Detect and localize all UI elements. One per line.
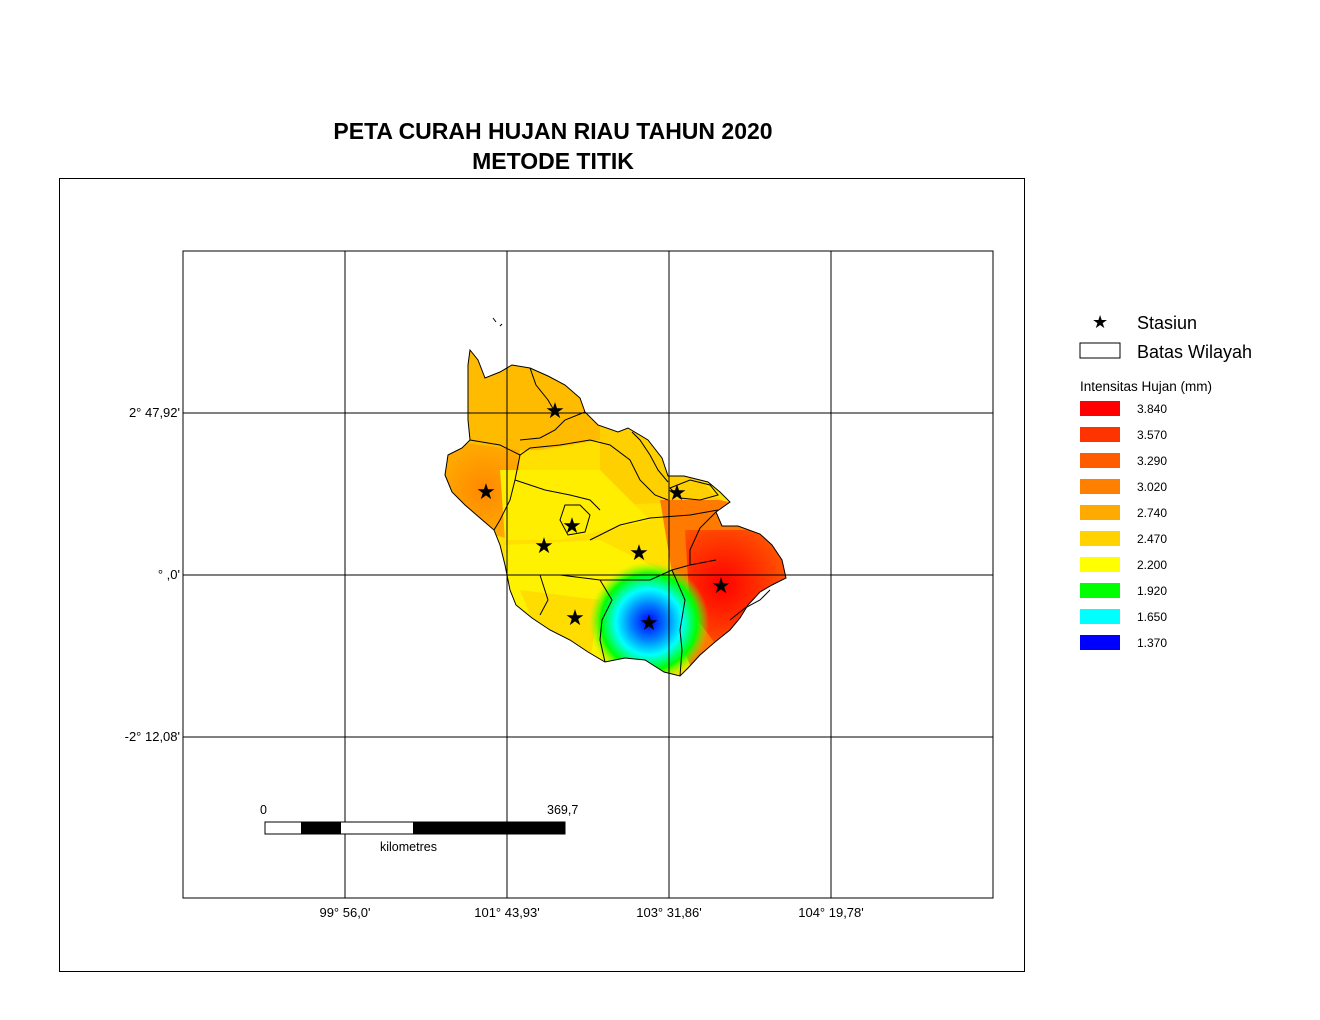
legend-swatch <box>1080 583 1120 598</box>
scale-bar <box>264 821 566 835</box>
legend-swatch-label: 3.020 <box>1137 480 1168 494</box>
station-marker: ★ <box>639 611 659 636</box>
lat-label-south: -2° 12,08' <box>124 729 180 744</box>
station-markers: ★ ★ ★ ★ ★ ★ ★ ★ ★ <box>476 399 731 636</box>
station-marker: ★ <box>534 534 554 559</box>
legend-swatch-label: 2.200 <box>1137 558 1168 572</box>
station-legend-icon: ★ <box>1092 312 1109 332</box>
legend-swatch <box>1080 609 1120 624</box>
boundary-symbol <box>1079 342 1121 359</box>
map-title: PETA CURAH HUJAN RIAU TAHUN 2020 <box>333 118 773 144</box>
lat-label-equator: ° ,0' <box>157 567 180 582</box>
station-marker: ★ <box>629 541 649 566</box>
scale-unit-label: kilometres <box>380 840 437 854</box>
station-marker: ★ <box>476 480 496 505</box>
legend-swatch <box>1080 531 1120 546</box>
station-marker: ★ <box>565 606 585 631</box>
legend-swatch-label: 1.370 <box>1137 636 1168 650</box>
legend-intensity-title: Intensitas Hujan (mm) <box>1080 379 1213 394</box>
legend-station-label: Stasiun <box>1137 313 1198 333</box>
legend-swatch-label: 1.920 <box>1137 584 1168 598</box>
legend-swatch <box>1080 427 1120 442</box>
scale-end-label: 369,7 <box>547 803 579 817</box>
station-marker: ★ <box>562 514 582 539</box>
legend-swatch <box>1080 453 1120 468</box>
region-boundaries <box>444 317 787 677</box>
legend-swatch <box>1080 635 1120 650</box>
legend-swatch-label: 2.470 <box>1137 532 1168 546</box>
graticule <box>183 251 993 898</box>
station-marker: ★ <box>545 399 565 424</box>
lon-label-3: 103° 31,86' <box>636 905 702 920</box>
map-subtitle: METODE TITIK <box>472 148 634 174</box>
legend-swatch-label: 2.740 <box>1137 506 1168 520</box>
legend-swatch <box>1080 557 1120 572</box>
legend-swatch <box>1080 401 1120 416</box>
legend-swatch <box>1080 479 1120 494</box>
scale-start-label: 0 <box>260 803 267 817</box>
legend-swatch <box>1080 505 1120 520</box>
legend-boundary-label: Batas Wilayah <box>1137 342 1253 362</box>
station-marker: ★ <box>667 481 687 506</box>
legend-swatch-label: 3.570 <box>1137 428 1168 442</box>
map-frame <box>59 178 1025 972</box>
lat-label-north: 2° 47,92' <box>128 405 180 420</box>
lon-label-1: 99° 56,0' <box>319 905 371 920</box>
legend-swatch-label: 3.840 <box>1137 402 1168 416</box>
legend-swatch-label: 3.290 <box>1137 454 1168 468</box>
legend-swatch-label: 1.650 <box>1137 610 1168 624</box>
station-marker: ★ <box>711 574 731 599</box>
lon-label-2: 101° 43,93' <box>474 905 540 920</box>
lon-label-4: 104° 19,78' <box>798 905 864 920</box>
